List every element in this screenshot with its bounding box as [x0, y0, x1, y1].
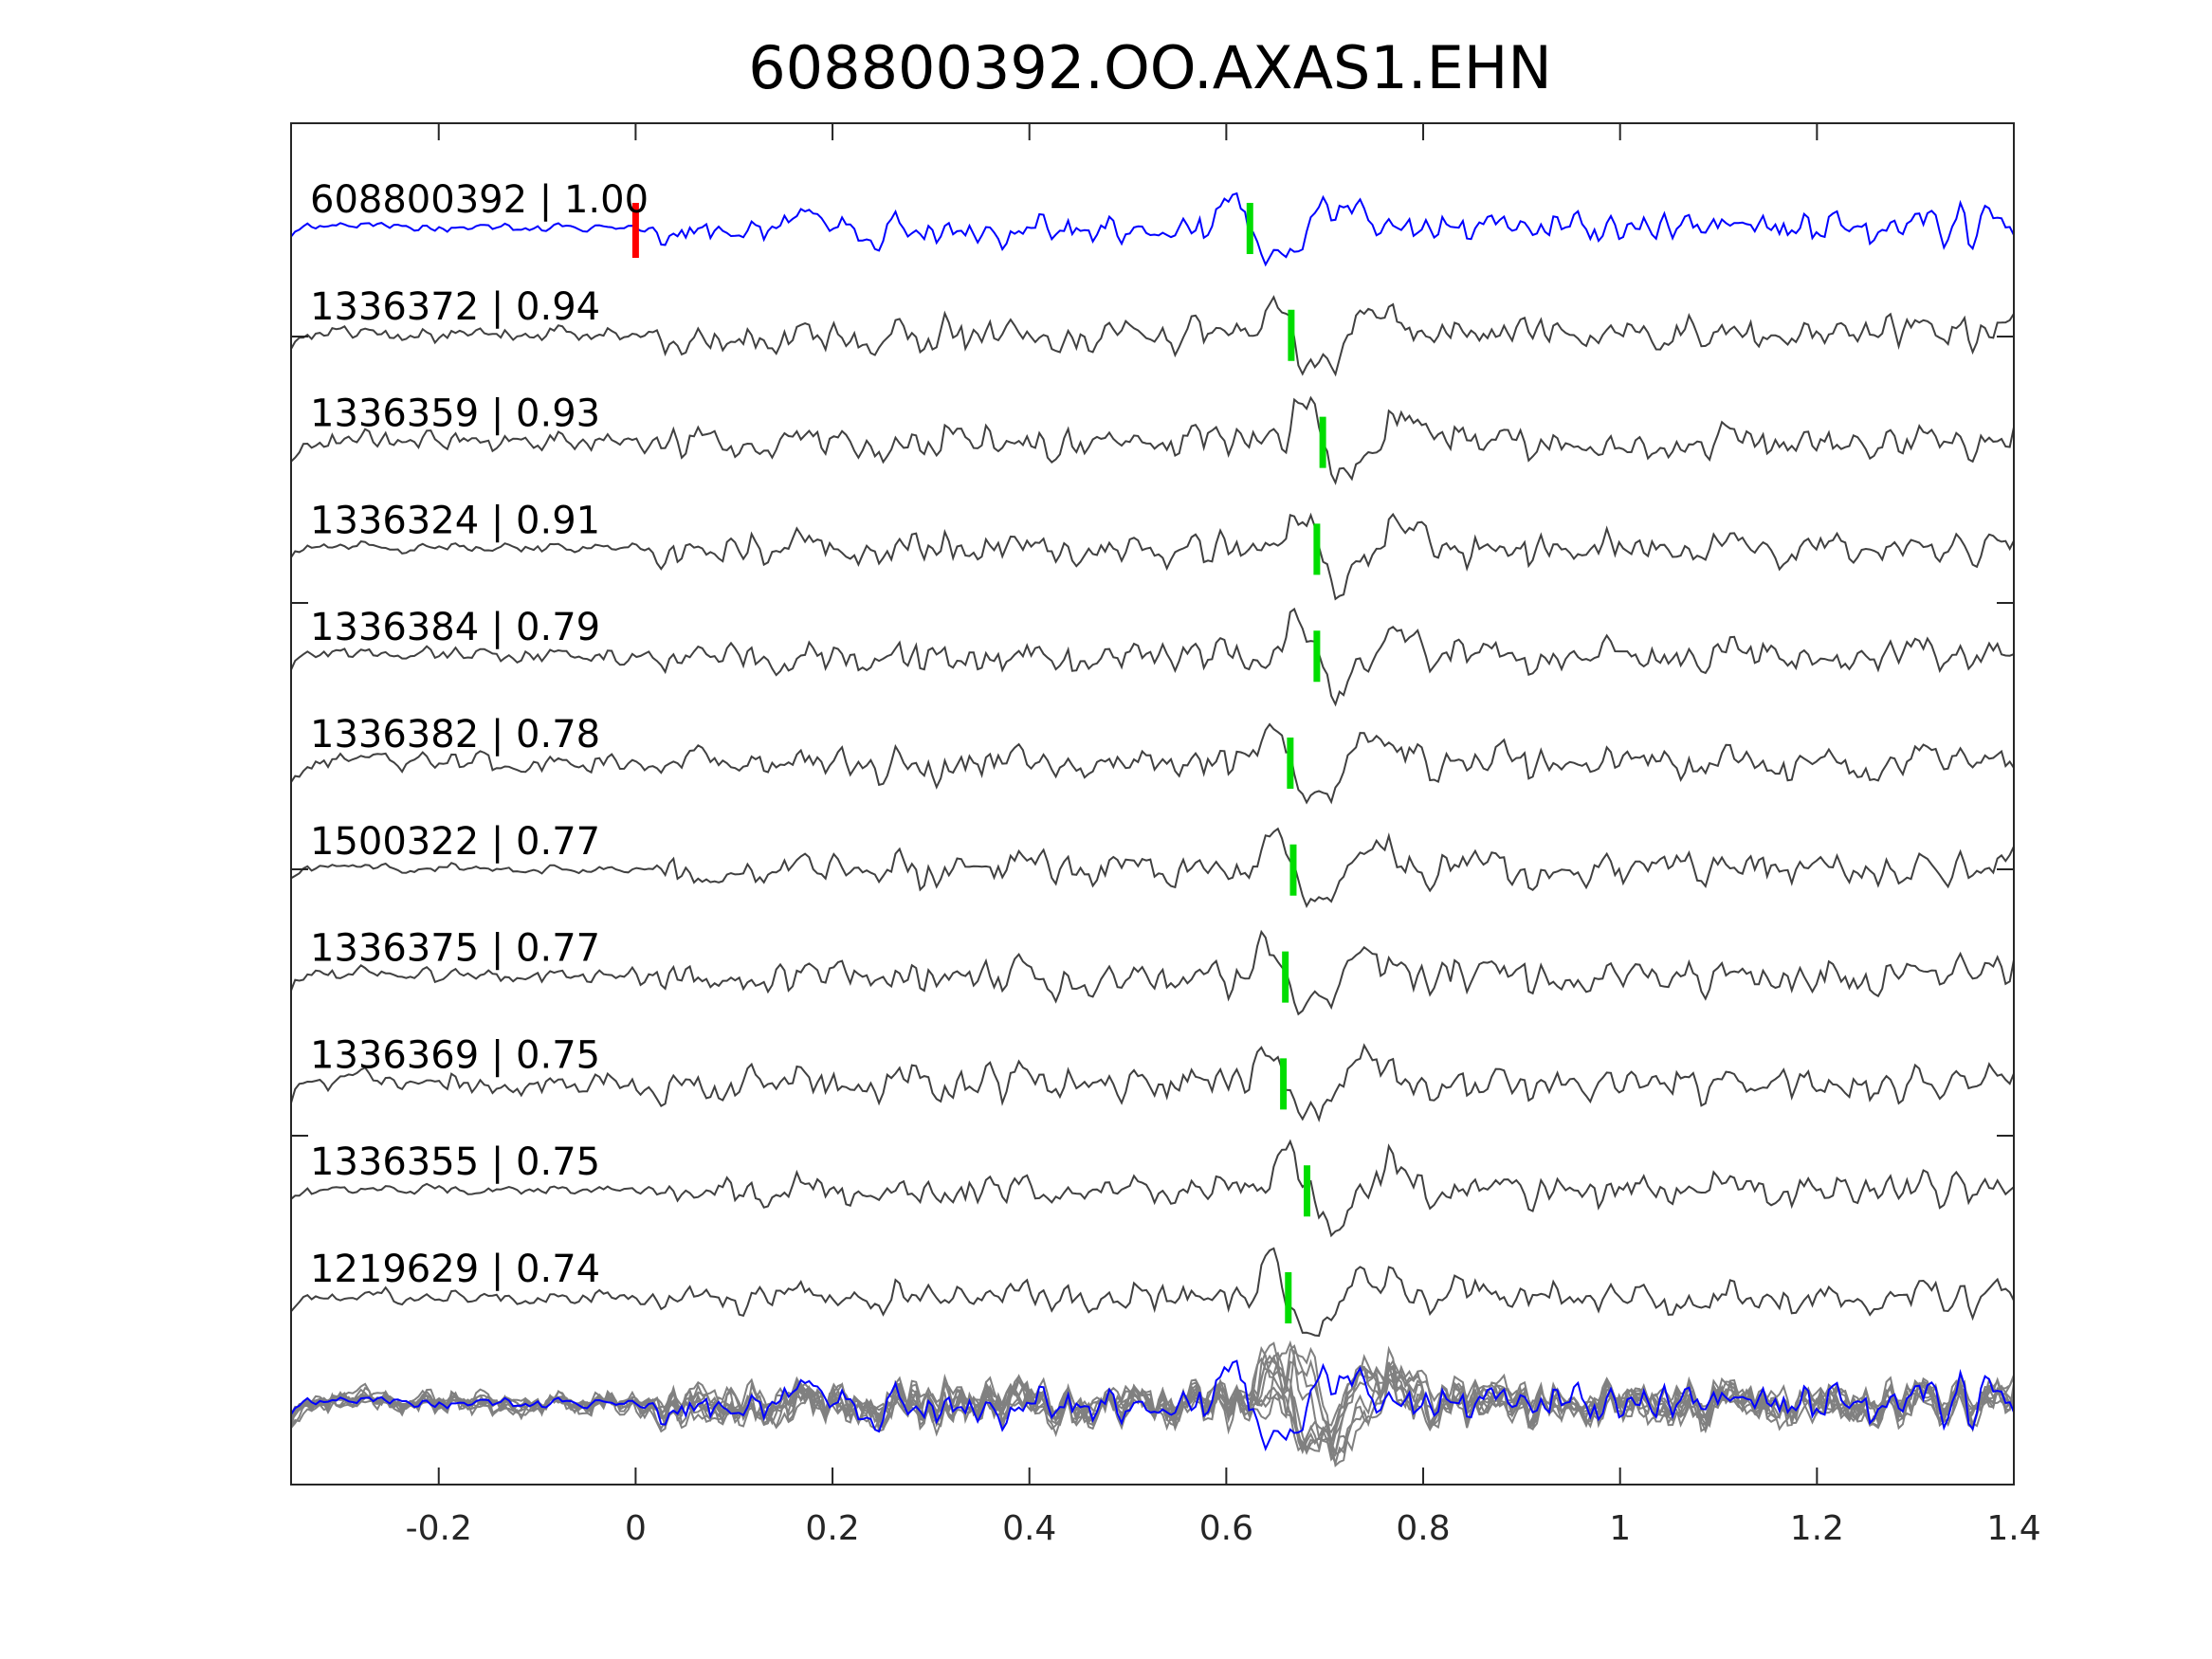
x-axis: -0.2 0 0.2 0.4 0.6 0.8 1 1.2 1.4 — [291, 123, 2041, 1548]
x-tick-label: 0 — [625, 1509, 647, 1548]
traces-layer — [290, 191, 2015, 1338]
trace-label: 1336359 | 0.93 — [310, 392, 600, 436]
trace-label: 1336369 | 0.75 — [310, 1033, 600, 1077]
trace-line-1336375 — [290, 929, 2015, 1016]
trace-line-1336359 — [290, 395, 2015, 485]
stack-template-trace — [290, 1359, 2015, 1452]
trace-line-1336382 — [290, 722, 2015, 805]
stack-layer — [290, 1340, 2015, 1468]
plot-frame — [290, 122, 2015, 1486]
trace-line-1500322 — [290, 827, 2015, 908]
trace-line-1336384 — [290, 607, 2015, 707]
trace-line-1336372 — [290, 295, 2015, 377]
chart-title: 608800392.OO.AXAS1.EHN — [748, 33, 1552, 102]
trace-label: 1336355 | 0.75 — [310, 1140, 600, 1184]
trace-label: 1336324 | 0.91 — [310, 499, 600, 542]
x-tick-label: 0.2 — [805, 1509, 859, 1548]
x-tick-label: 0.4 — [1002, 1509, 1056, 1548]
trace-line-608800392 — [290, 191, 2015, 267]
trace-label: 608800392 | 1.00 — [310, 178, 649, 222]
trace-label: 1336375 | 0.77 — [310, 927, 600, 971]
trace-line-1219629 — [290, 1247, 2015, 1338]
trace-label: 1219629 | 0.74 — [310, 1248, 600, 1291]
x-tick-label: 0.6 — [1199, 1509, 1253, 1548]
x-tick-label: 1.2 — [1790, 1509, 1844, 1548]
trace-label: 1336382 | 0.78 — [310, 713, 600, 757]
x-tick-label: 0.8 — [1396, 1509, 1450, 1548]
trace-line-1336369 — [290, 1043, 2015, 1123]
x-tick-label: 1.4 — [1986, 1509, 2040, 1548]
trace-labels: 608800392 | 1.00 1336372 | 0.94 1336359 | … — [310, 178, 649, 1291]
trace-line-1336355 — [290, 1139, 2015, 1238]
trace-line-1336324 — [290, 512, 2015, 601]
trace-label: 1336384 | 0.79 — [310, 606, 600, 649]
trace-label: 1336372 | 0.94 — [310, 285, 600, 329]
x-tick-label: -0.2 — [406, 1509, 472, 1548]
trace-label: 1500322 | 0.77 — [310, 820, 600, 864]
x-tick-label: 1 — [1609, 1509, 1631, 1548]
picks-layer — [631, 203, 1326, 1323]
